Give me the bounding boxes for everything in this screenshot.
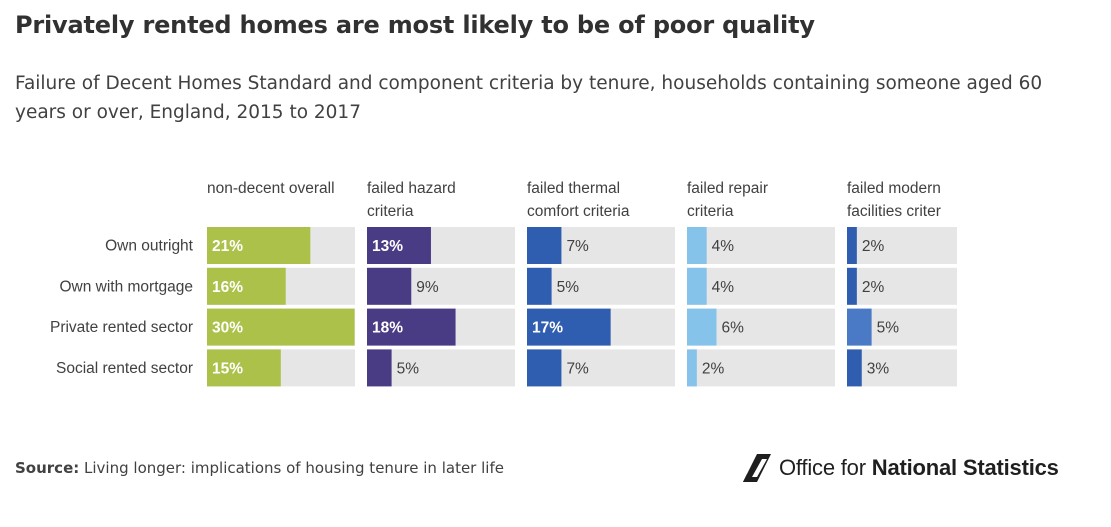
data-label: 15% <box>212 360 243 377</box>
bar <box>367 227 431 264</box>
bar <box>847 308 872 346</box>
bar <box>687 227 707 264</box>
bar <box>207 267 286 305</box>
bar <box>367 308 456 346</box>
ons-logo-text: Office for National Statistics <box>779 455 1059 481</box>
data-label: 2% <box>702 360 725 377</box>
category-label: Private rented sector <box>50 319 193 336</box>
data-label: 30% <box>212 320 243 337</box>
category-label: Own with mortgage <box>59 278 193 295</box>
bar <box>207 227 311 264</box>
panel-title: criteria <box>367 203 414 220</box>
chart-subtitle: Failure of Decent Homes Standard and com… <box>15 73 1043 123</box>
data-label: 4% <box>712 238 735 255</box>
data-label: 7% <box>566 238 589 255</box>
ons-logo-text-bold: National Statistics <box>871 455 1059 480</box>
source-text: Living longer: implications of housing t… <box>84 459 504 477</box>
bar <box>527 267 552 305</box>
data-label: 7% <box>566 360 589 377</box>
bar <box>207 349 281 387</box>
data-label: 5% <box>877 320 900 337</box>
panel-title: failed modern <box>847 180 941 197</box>
ons-logo-text-light: Office for <box>779 455 872 480</box>
data-label: 5% <box>397 360 420 377</box>
panel-title: comfort criteria <box>527 203 630 220</box>
data-label: 6% <box>722 320 745 337</box>
data-label: 21% <box>212 238 243 255</box>
bar-track <box>847 227 957 264</box>
bar <box>527 308 611 346</box>
bar <box>527 227 562 264</box>
bar <box>847 267 857 305</box>
category-label: Social rented sector <box>56 360 193 377</box>
data-label: 5% <box>557 279 580 296</box>
bar-track <box>687 349 835 387</box>
chart-area: Own outright Own with mortgage Private ren… <box>50 180 957 387</box>
ons-logo-icon <box>743 454 771 482</box>
data-label: 4% <box>712 279 735 296</box>
bar <box>687 308 717 346</box>
bar <box>367 349 392 387</box>
bar <box>687 349 697 387</box>
panel-title: failed repair <box>687 180 768 197</box>
source-label: Source: <box>15 459 80 477</box>
data-label: 13% <box>372 238 403 255</box>
panel-title: failed thermal <box>527 180 620 197</box>
bar <box>527 349 562 387</box>
data-label: 2% <box>862 279 885 296</box>
bar <box>207 308 355 346</box>
bar <box>367 267 412 305</box>
data-label: 3% <box>867 360 890 377</box>
source-note: Source: Living longer: implications of h… <box>15 459 504 477</box>
bar-track <box>687 267 835 305</box>
panel-title: criteria <box>687 203 734 220</box>
bar-track <box>687 227 835 264</box>
data-label: 17% <box>532 320 563 337</box>
data-label: 2% <box>862 238 885 255</box>
bar <box>847 227 857 264</box>
bar-track <box>367 349 515 387</box>
bar <box>847 349 862 387</box>
category-label: Own outright <box>105 238 194 255</box>
ons-logo[interactable]: Office for National Statistics <box>741 452 1059 484</box>
chart-title: Privately rented homes are most likely t… <box>15 11 815 39</box>
panel-title: failed hazard <box>367 180 456 197</box>
bar <box>687 267 707 305</box>
data-label: 18% <box>372 320 403 337</box>
data-label: 9% <box>416 279 439 296</box>
panel-title: facilities criter <box>847 203 941 220</box>
bar-track <box>847 349 957 387</box>
bar-track <box>527 267 675 305</box>
bar-track <box>847 267 957 305</box>
panel-title: non-decent overall <box>207 180 335 197</box>
data-label: 16% <box>212 279 243 296</box>
